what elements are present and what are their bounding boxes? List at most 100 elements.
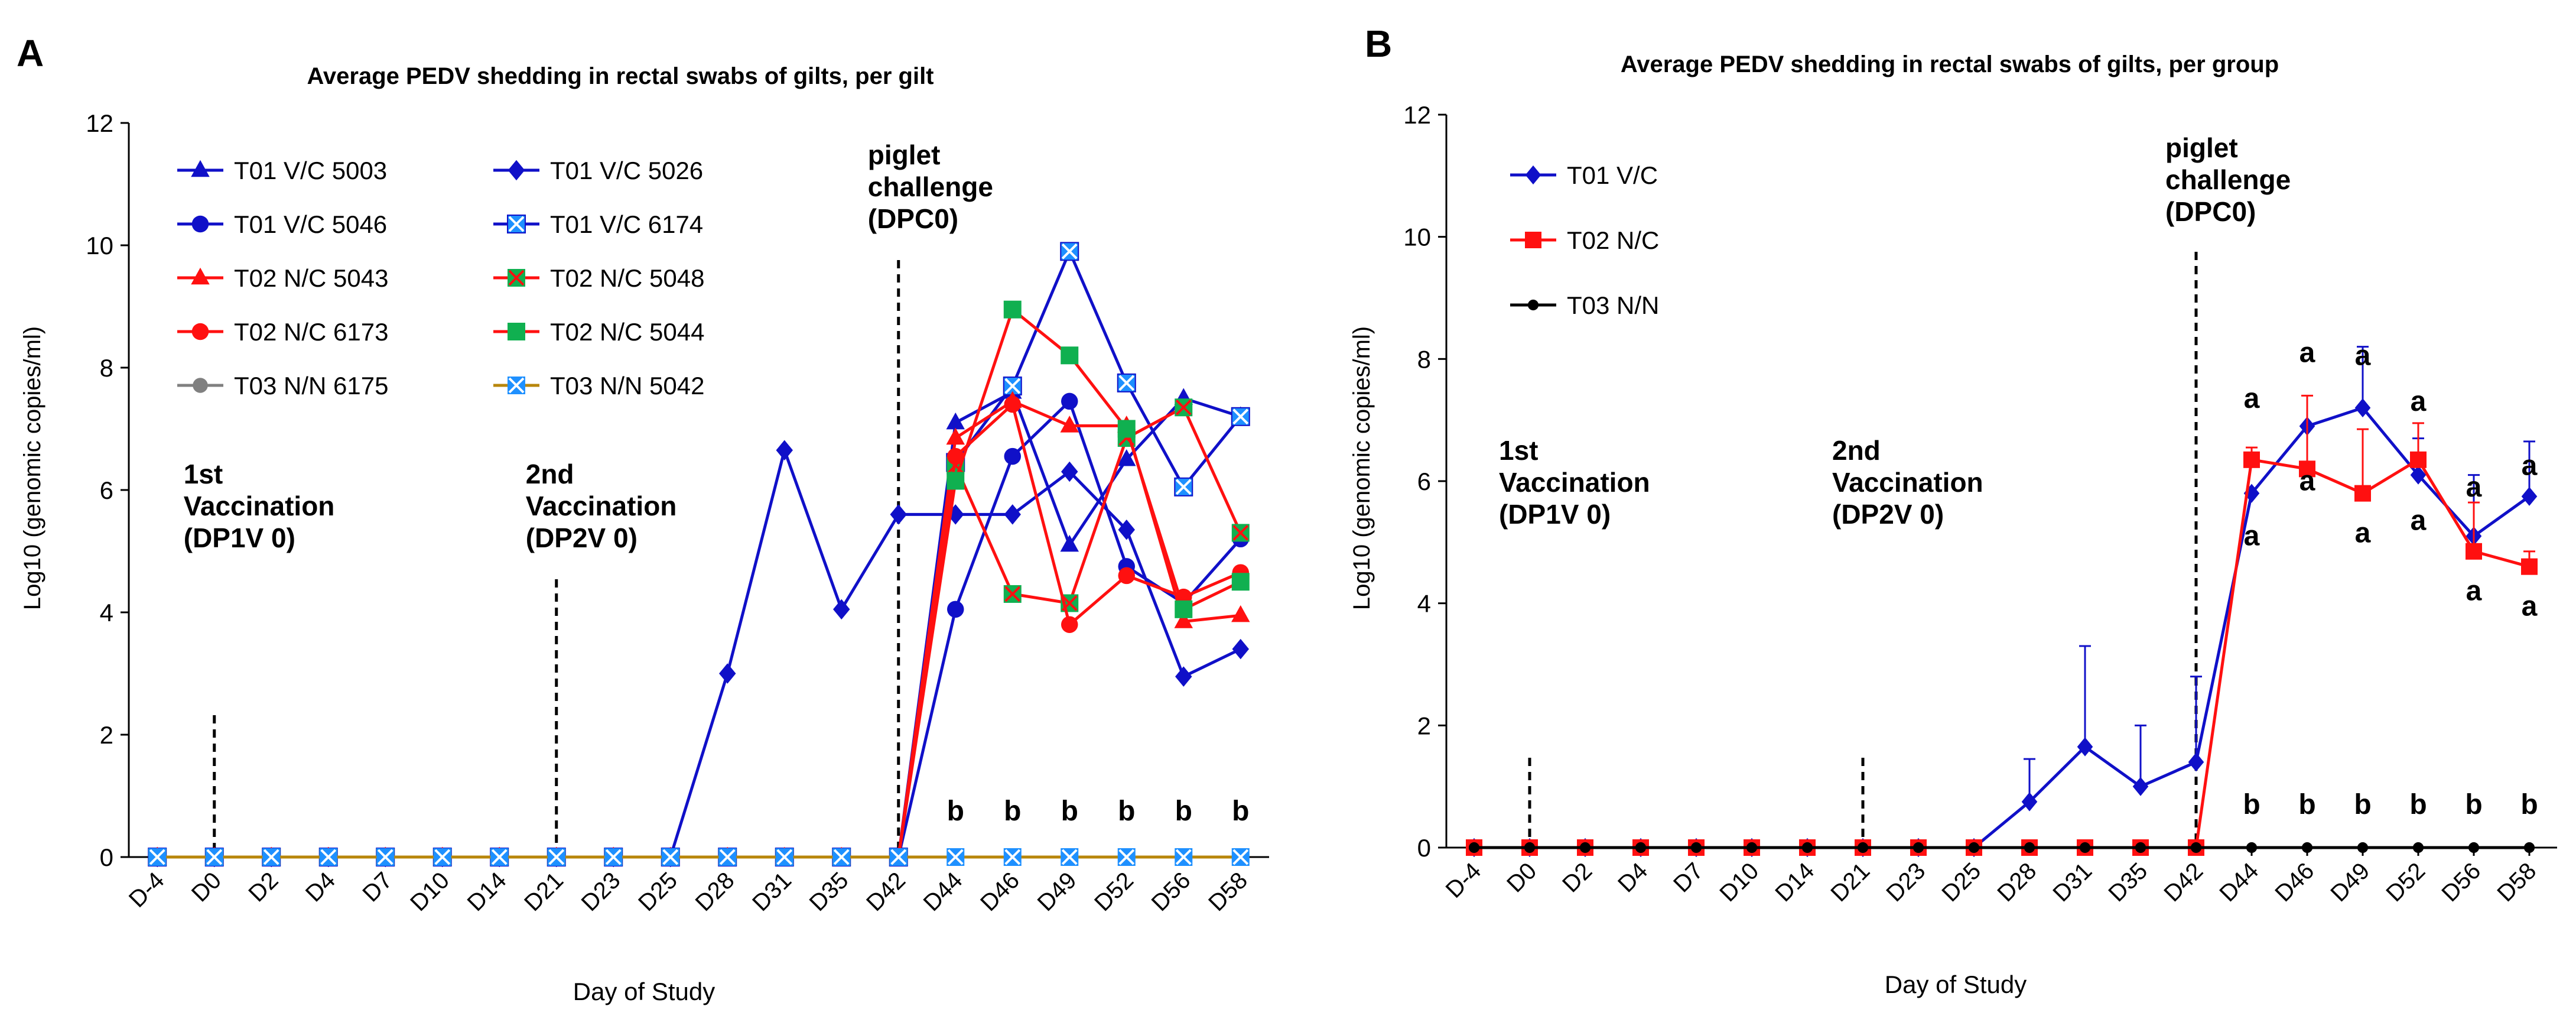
series-t01-v-c-5046 xyxy=(149,392,1249,866)
legend-swatch-marker xyxy=(507,215,526,233)
data-point xyxy=(2135,842,2146,853)
x-tick-label: D35 xyxy=(2103,858,2152,907)
x-tick-label: D49 xyxy=(1033,867,1082,916)
x-axis-label-b: Day of Study xyxy=(1885,971,2027,998)
y-tick-label: 10 xyxy=(86,232,113,259)
data-point xyxy=(319,848,337,866)
legend-swatch-marker xyxy=(1525,232,1541,248)
data-point xyxy=(946,427,965,445)
y-tick-label: 2 xyxy=(100,721,113,749)
legend-item-t02-n-c-5044: T02 N/C 5044 xyxy=(493,318,704,346)
series-t02-n-c-5048 xyxy=(148,398,1250,866)
legend-item-t03-n-n-5042: T03 N/N 5042 xyxy=(493,372,704,400)
data-point xyxy=(1004,504,1021,525)
marker-cross xyxy=(662,849,679,865)
series-line xyxy=(157,401,1241,859)
x-tick-label: D7 xyxy=(1668,858,1708,897)
series-t03-n-n-5042 xyxy=(148,848,1250,866)
data-point xyxy=(1003,848,1022,866)
data-point xyxy=(1061,848,1079,866)
data-point xyxy=(1231,848,1250,866)
marker-cross xyxy=(206,849,223,865)
legend-item-t02-n-c-5043: T02 N/C 5043 xyxy=(177,264,388,292)
x-tick-label: D31 xyxy=(2048,858,2097,907)
legend-swatch-marker xyxy=(191,160,210,177)
x-tick-label: D56 xyxy=(2437,858,2486,907)
data-point xyxy=(1174,477,1193,496)
data-point xyxy=(946,412,965,430)
x-tick-label: D44 xyxy=(2214,858,2263,907)
data-point xyxy=(2190,842,2202,853)
marker-cross xyxy=(1061,849,1078,865)
significance-letter: b xyxy=(2465,789,2482,820)
marker-cross xyxy=(1175,399,1192,416)
significance-letter: a xyxy=(2522,450,2538,482)
panel-a: A Average PEDV shedding in rectal swabs … xyxy=(17,32,1269,1005)
data-point xyxy=(1968,842,1980,853)
x-tick-label: D46 xyxy=(975,867,1024,916)
data-point xyxy=(205,848,223,866)
legend-label: T02 N/C 5043 xyxy=(234,264,388,292)
data-point xyxy=(1635,842,1647,853)
significance-letter: b xyxy=(1118,796,1135,827)
x-tick-label: D23 xyxy=(577,867,626,916)
data-point xyxy=(2523,842,2535,853)
x-tick-label: D14 xyxy=(463,867,512,916)
data-point xyxy=(2410,451,2427,468)
event-annotation-text: 2nd xyxy=(526,459,574,489)
series-t02-n-c-6173 xyxy=(149,395,1249,866)
x-tick-label: D52 xyxy=(1089,867,1139,916)
marker-cross xyxy=(947,849,964,865)
marker-cross xyxy=(508,216,525,232)
significance-letter: b xyxy=(2354,789,2371,820)
data-point xyxy=(1232,638,1249,660)
data-point xyxy=(376,848,395,866)
legend-swatch-marker xyxy=(193,378,208,393)
x-tick-label: D31 xyxy=(747,867,796,916)
series-t03-n-n xyxy=(1468,842,2535,853)
event-annotation-text: Vaccination xyxy=(526,491,677,521)
marker-cross xyxy=(320,849,337,865)
significance-letter: a xyxy=(2466,472,2482,503)
data-point xyxy=(1061,392,1078,410)
significance-letter: a xyxy=(2244,383,2260,414)
data-point xyxy=(1913,842,1924,853)
data-point xyxy=(1004,447,1021,465)
data-point xyxy=(1061,346,1079,365)
y-tick-label: 6 xyxy=(1417,468,1431,495)
marker-cross xyxy=(1232,849,1249,865)
legend-item-t02-n-c-6173: T02 N/C 6173 xyxy=(177,318,388,346)
marker-cross xyxy=(1004,378,1021,394)
x-tick-label: D21 xyxy=(519,867,568,916)
panel-b: B Average PEDV shedding in rectal swabs … xyxy=(1349,22,2557,998)
legend-swatch-marker xyxy=(191,267,210,285)
significance-letter: b xyxy=(947,796,964,827)
data-point xyxy=(947,472,965,490)
data-point xyxy=(2357,842,2369,853)
legend-item-t03-n-n-6175: T03 N/N 6175 xyxy=(177,372,388,400)
legend-label: T01 V/C 6174 xyxy=(550,210,703,238)
y-tick-label: 2 xyxy=(1417,712,1431,739)
significance-letter: b xyxy=(2520,789,2538,820)
data-point xyxy=(889,848,908,866)
x-tick-label: D23 xyxy=(1881,858,1930,907)
event-annotation-text: (DPC0) xyxy=(2165,196,2256,227)
data-point xyxy=(2521,486,2538,506)
event-annotation-text: 1st xyxy=(184,459,223,489)
data-point xyxy=(547,848,565,866)
data-point xyxy=(2079,842,2091,853)
data-point xyxy=(604,848,623,866)
event-annotation-text: 1st xyxy=(1499,435,1538,466)
significance-letter: a xyxy=(2522,590,2538,622)
data-point xyxy=(1118,520,1135,540)
event-annotation-text: (DP1V 0) xyxy=(1499,499,1611,530)
y-tick-label: 4 xyxy=(100,599,113,627)
data-point xyxy=(1175,666,1192,687)
data-point xyxy=(2132,777,2149,796)
series-t02-n-c-5043 xyxy=(148,391,1250,864)
significance-letter: b xyxy=(2409,789,2427,820)
marker-cross xyxy=(508,377,525,394)
marker-cross xyxy=(1118,375,1135,391)
marker-cross xyxy=(548,849,565,865)
